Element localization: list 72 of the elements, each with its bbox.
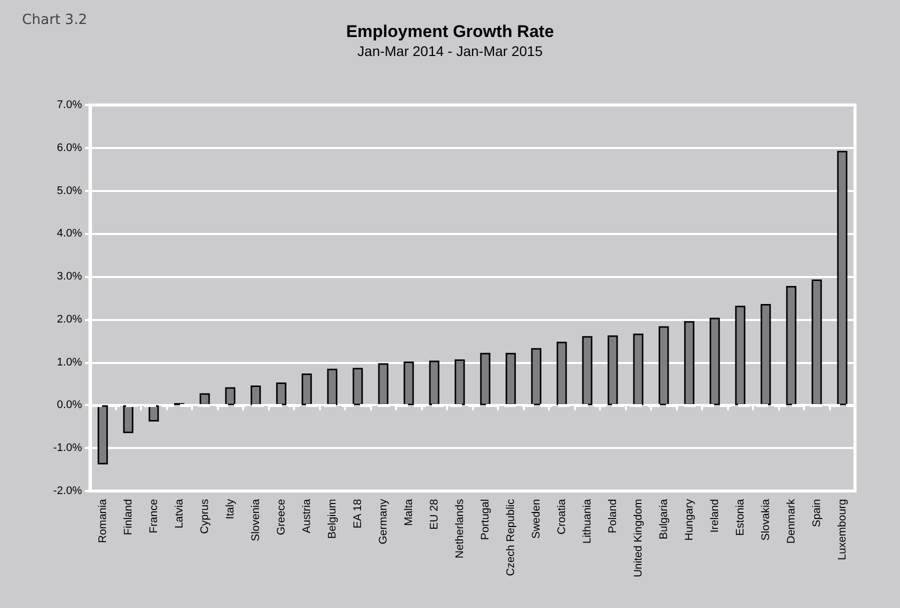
y-tick-label: 2.0% (56, 313, 82, 326)
bar (633, 334, 644, 406)
x-tick-label: Luxembourg (836, 499, 848, 560)
x-tick-label: Lithuania (581, 498, 594, 544)
x-tick-label: EU 28 (428, 499, 440, 530)
bar (480, 352, 490, 406)
y-tick-label: -1.0% (53, 442, 82, 454)
x-tick-label: Bulgaria (658, 498, 670, 540)
bar (250, 385, 261, 406)
x-tick-label: Italy (224, 498, 236, 520)
x-tick-label: Spain (810, 499, 823, 528)
bar (684, 321, 694, 406)
y-tick-label: 1.0% (56, 356, 82, 368)
y-tick-label: 3.0% (56, 270, 82, 283)
x-tick-label: Portugal (479, 499, 492, 540)
bar (123, 405, 134, 434)
bar (454, 359, 465, 406)
bar (148, 405, 159, 422)
bar (276, 382, 286, 406)
bar (556, 342, 567, 406)
x-tick-label: Malta (402, 498, 415, 526)
chart-title: Employment Growth Rate (346, 22, 554, 41)
x-tick-label: Germany (377, 498, 390, 544)
x-tick-label: Greece (275, 499, 288, 536)
x-tick-label: Croatia (556, 498, 568, 534)
x-tick-label: Netherlands (454, 498, 466, 558)
bar (812, 280, 822, 406)
x-tick-label: Poland (606, 499, 619, 534)
y-tick-label: 0.0% (56, 399, 82, 412)
bar (225, 387, 236, 406)
x-tick-label: France (148, 499, 160, 534)
x-tick-label: Hungary (683, 498, 696, 541)
bar (327, 368, 338, 406)
x-tick-label: United Kingdom (632, 499, 644, 578)
bar (735, 306, 746, 406)
y-tick-label: -2.0% (53, 485, 82, 497)
bar (582, 336, 592, 406)
x-tick-label: Ireland (708, 499, 721, 533)
bar (429, 360, 440, 406)
x-tick-label: Cyprus (198, 498, 211, 534)
y-tick-label: 7.0% (56, 99, 82, 111)
bar (378, 363, 388, 406)
caption: Chart 3.2 (22, 12, 88, 28)
bar (506, 352, 516, 406)
bar (837, 150, 848, 406)
x-tick-label: Estonia (734, 498, 746, 536)
x-tick-label: Denmark (785, 498, 798, 544)
chart-subtitle: Jan-Mar 2014 - Jan-Mar 2015 (357, 43, 543, 59)
y-tick-label: 6.0% (56, 142, 82, 154)
y-tick-label: 4.0% (56, 228, 82, 240)
x-tick-label: Czech Republic (504, 498, 517, 576)
x-tick-label: Belgium (326, 499, 338, 539)
x-tick-label: Romania (96, 498, 109, 544)
bar (200, 393, 210, 406)
x-tick-label: EA 18 (352, 499, 364, 528)
x-tick-label: Slovenia (250, 498, 262, 542)
x-tick-label: Latvia (173, 498, 186, 528)
x-tick-label: Slovakia (760, 498, 772, 541)
bar (658, 326, 669, 406)
bar (531, 348, 542, 406)
bar (786, 286, 796, 406)
x-tick-label: Austria (300, 498, 313, 534)
bar (352, 368, 363, 406)
bar (608, 335, 618, 406)
bar (710, 318, 720, 406)
bar (404, 361, 414, 406)
bar (302, 373, 312, 406)
bar (98, 405, 108, 464)
y-tick-label: 5.0% (56, 184, 82, 197)
bar (760, 304, 771, 406)
x-tick-label: Finland (122, 499, 134, 536)
x-tick-label: Sweden (530, 499, 542, 539)
